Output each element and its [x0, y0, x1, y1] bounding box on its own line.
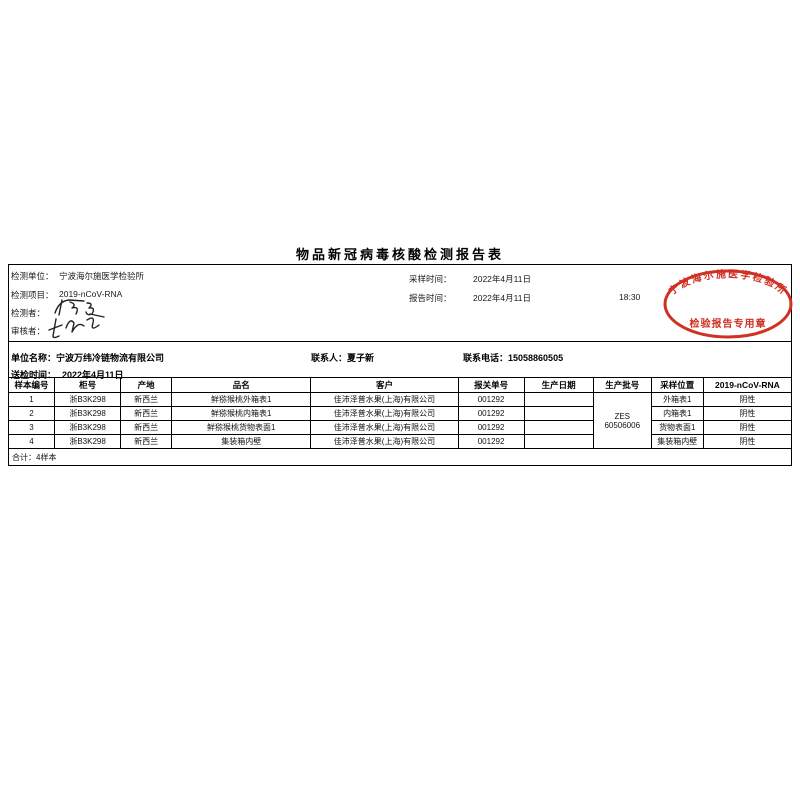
col-result: 2019-nCoV-RNA [702, 377, 793, 393]
test-item-value: 2019-nCoV-RNA [59, 289, 123, 299]
tester-signature [54, 299, 95, 316]
report-clock: 18:30 [619, 292, 641, 302]
cell-product: 鲜猕猴桃外箱表1 [171, 392, 312, 407]
cell-customs-no: 001292 [457, 434, 525, 449]
col-origin: 产地 [120, 377, 173, 393]
company-section: 单位名称：宁波万纬冷链物流有限公司 联系人：夏子新 联系电话：150588605… [8, 341, 792, 380]
cell-position: 内箱表1 [650, 406, 704, 421]
cell-container: 浙B3K298 [54, 434, 122, 449]
cell-sample-no: 2 [7, 406, 56, 421]
reviewer-label: 审核者： [11, 326, 46, 336]
report-time-value: 2022年4月11日 [473, 293, 531, 303]
submit-time-value: 2022年4月11日 [62, 370, 124, 380]
cell-result: 阴性 [702, 434, 793, 449]
cell-customs-no: 001292 [457, 406, 525, 421]
submit-time: 送检时间： 2022年4月11日 [11, 365, 124, 383]
seal-ellipse [663, 269, 793, 339]
cell-customer: 佳沛泽普水果(上海)有限公司 [310, 406, 459, 421]
cell-origin: 新西兰 [120, 434, 173, 449]
cell-product: 鲜猕猴桃内箱表1 [171, 406, 312, 421]
col-batch-no: 生产批号 [592, 377, 652, 393]
report-time-label: 报告时间： [409, 293, 452, 303]
col-product: 品名 [171, 377, 312, 393]
table-row: 4 浙B3K298 新西兰 集装箱内壁 佳沛泽普水果(上海)有限公司 00129… [7, 434, 793, 449]
official-seal-stamp: 宁波海尔施医学检验所 检验报告专用章 [663, 267, 793, 339]
cell-sample-no: 1 [7, 392, 56, 407]
cell-prod-date [523, 434, 594, 449]
cell-sample-no: 4 [7, 434, 56, 449]
report-title: 物品新冠病毒核酸检测报告表 [295, 247, 504, 262]
cell-position: 货物表面1 [650, 420, 704, 435]
total-row: 合计：4样本 [8, 448, 792, 466]
cell-origin: 新西兰 [120, 392, 173, 407]
cell-position: 外箱表1 [650, 392, 704, 407]
reviewer-signature [48, 313, 105, 339]
cell-container: 浙B3K298 [54, 392, 122, 407]
company-name-label: 单位名称： [11, 353, 57, 363]
company-name-value: 宁波万纬冷链物流有限公司 [56, 353, 165, 363]
contact-value: 夏子新 [347, 353, 375, 363]
cell-customs-no: 001292 [457, 392, 525, 407]
cell-product: 鲜猕猴桃货物表面1 [171, 420, 312, 435]
phone-value: 15058860505 [508, 353, 564, 363]
batch-line1: ZES [614, 411, 631, 421]
col-customs-no: 报关单号 [457, 377, 525, 393]
cell-customer: 佳沛泽普水果(上海)有限公司 [310, 434, 459, 449]
cell-result: 阴性 [702, 406, 793, 421]
cell-product: 集装箱内壁 [171, 434, 312, 449]
sampling-time-label: 采样时间： [409, 274, 452, 284]
test-unit-value: 宁波海尔施医学检验所 [59, 271, 145, 281]
cell-container: 浙B3K298 [54, 420, 122, 435]
contact-label: 联系人： [311, 353, 348, 363]
cell-result: 阴性 [702, 392, 793, 407]
test-item-label: 检测项目： [11, 290, 54, 300]
cell-prod-date [523, 406, 594, 421]
cell-prod-date [523, 420, 594, 435]
cell-customer: 佳沛泽普水果(上海)有限公司 [310, 420, 459, 435]
cell-sample-no: 3 [7, 420, 56, 435]
table-row: 3 浙B3K298 新西兰 鲜猕猴桃货物表面1 佳沛泽普水果(上海)有限公司 0… [7, 420, 793, 435]
cell-prod-date [523, 392, 594, 407]
cell-position: 集装箱内壁 [650, 434, 704, 449]
phone-label: 联系电话： [463, 353, 509, 363]
table-header-row: 样本编号 柜号 产地 品名 客户 报关单号 生产日期 生产批号 采样位置 201… [7, 377, 793, 393]
header-section: 检测单位： 宁波海尔施医学检验所 检测项目： 2019-nCoV-RNA 检测者… [8, 264, 793, 341]
table-row: 2 浙B3K298 新西兰 鲜猕猴桃内箱表1 佳沛泽普水果(上海)有限公司 00… [7, 406, 793, 421]
cell-container: 浙B3K298 [54, 406, 122, 421]
table-row: 1 浙B3K298 新西兰 鲜猕猴桃外箱表1 佳沛泽普水果(上海)有限公司 00… [7, 392, 793, 449]
total-cell: 合计：4样本 [8, 448, 792, 466]
cell-customs-no: 001292 [457, 420, 525, 435]
cell-customer: 佳沛泽普水果(上海)有限公司 [310, 392, 459, 407]
cell-origin: 新西兰 [120, 406, 173, 421]
cell-result: 阴性 [702, 420, 793, 435]
cell-batch-no: ZES 60506006 [592, 392, 652, 449]
col-customer: 客户 [310, 377, 459, 393]
col-prod-date: 生产日期 [523, 377, 594, 393]
tester-label: 检测者： [11, 308, 46, 318]
cell-origin: 新西兰 [120, 420, 173, 435]
results-table: 样本编号 柜号 产地 品名 客户 报关单号 生产日期 生产批号 采样位置 201… [7, 377, 793, 466]
contact-phone: 联系电话：15058860505 [463, 348, 563, 366]
sampling-time-value: 2022年4月11日 [473, 274, 531, 284]
col-position: 采样位置 [650, 377, 704, 393]
report-document: 检测单位： 宁波海尔施医学检验所 检测项目： 2019-nCoV-RNA 检测者… [7, 264, 793, 466]
company-name: 单位名称：宁波万纬冷链物流有限公司 [11, 348, 164, 366]
submit-time-label: 送检时间： [11, 370, 57, 380]
batch-line2: 60506006 [604, 420, 641, 430]
contact-person: 联系人：夏子新 [311, 348, 374, 366]
seal-bottom-text: 检验报告专用章 [690, 317, 767, 330]
test-unit-label: 检测单位： [11, 271, 54, 281]
